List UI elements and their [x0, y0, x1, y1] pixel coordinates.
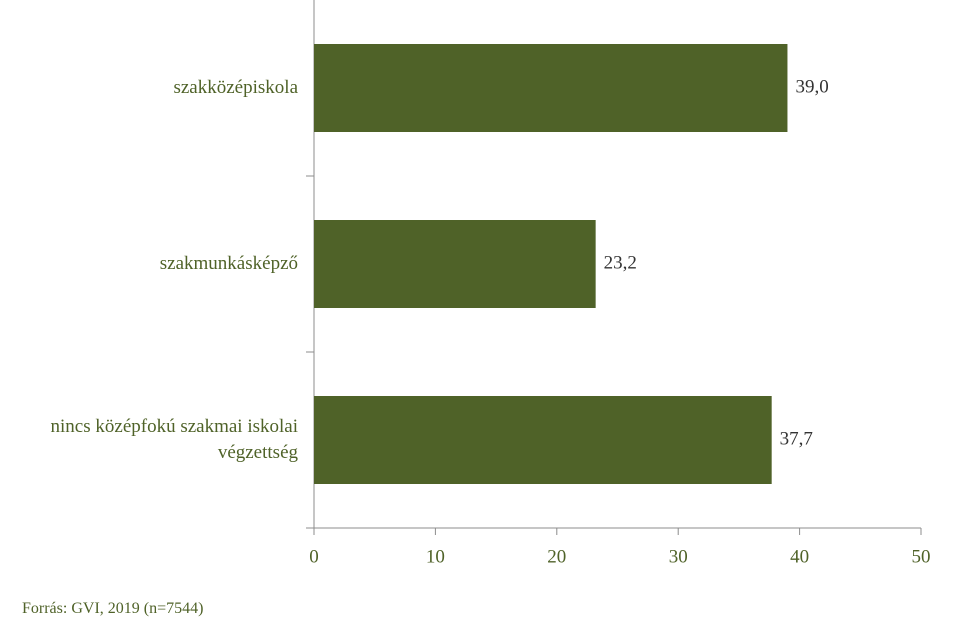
bar	[314, 396, 772, 484]
source-note: Forrás: GVI, 2019 (n=7544)	[22, 600, 204, 617]
x-tick-label: 50	[912, 546, 931, 567]
x-tick-label: 0	[309, 546, 319, 567]
value-label: 23,2	[604, 252, 637, 273]
category-label: szakközépiskola	[173, 77, 298, 98]
bar	[314, 220, 596, 308]
category-label: szakmunkásképző	[159, 253, 298, 274]
x-tick-label: 30	[669, 546, 688, 567]
x-tick-label: 40	[790, 546, 809, 567]
category-label: nincs középfokú szakmai iskolai végzetts…	[50, 416, 298, 463]
x-tick-label: 10	[426, 546, 445, 567]
bar	[314, 44, 788, 132]
x-tick-label: 20	[547, 546, 566, 567]
value-label: 39,0	[795, 76, 828, 97]
value-label: 37,7	[780, 428, 813, 449]
